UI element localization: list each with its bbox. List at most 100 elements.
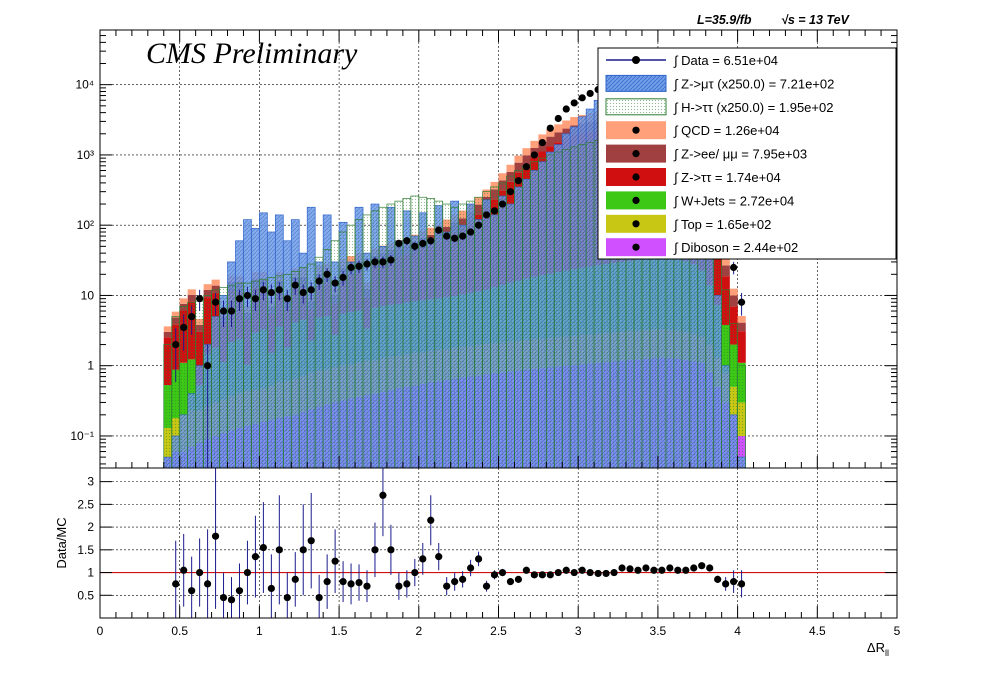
- overlay-bar: [418, 196, 428, 469]
- overlay-bar: [530, 161, 539, 469]
- overlay-bar: [498, 182, 507, 469]
- data-point: [546, 124, 554, 132]
- ratio-point: [283, 593, 291, 602]
- main-y-tick-label: 1: [87, 359, 94, 373]
- overlay-bar: [537, 157, 547, 469]
- x-tick-label: 1: [256, 624, 263, 638]
- ratio-point: [203, 580, 212, 588]
- legend-entry: ∫ QCD = 1.26e+04: [606, 121, 779, 140]
- ratio-point: [180, 566, 188, 574]
- signal-overlays: [163, 76, 746, 469]
- legend-label: ∫ Z->ττ = 1.74e+04: [673, 170, 781, 185]
- overlay-bar: [386, 203, 396, 469]
- ratio-y-tick-label: 0.5: [77, 588, 94, 602]
- ratio-y-tick-label: 1.5: [77, 543, 94, 557]
- ratio-point: [331, 557, 339, 565]
- bar: [737, 315, 746, 323]
- ratio-point: [251, 553, 260, 561]
- data-point: [188, 312, 196, 321]
- x-tick-label: 4.5: [809, 624, 826, 638]
- ratio-point: [690, 564, 698, 572]
- bar: [179, 298, 188, 304]
- bar: [187, 289, 196, 295]
- ratio-point: [323, 578, 331, 586]
- legend-entry: ∫ W+Jets = 2.72e+04: [606, 191, 794, 210]
- ratio-point: [259, 543, 267, 552]
- ratio-point: [714, 575, 722, 583]
- overlay-bar: [458, 203, 467, 469]
- overlay-bar: [522, 165, 531, 469]
- overlay-bar: [243, 282, 252, 469]
- x-axis: 0 0.5 1 1.5 2 2.5 3 3.5 4 4.5 5: [97, 606, 901, 638]
- data-point: [363, 260, 371, 268]
- legend-label: ∫ Z->μτ (x250.0) = 7.21e+02: [673, 76, 834, 91]
- data-point: [530, 151, 538, 159]
- ratio-point: [347, 580, 355, 588]
- bar: [211, 279, 220, 286]
- overlay-bar: [274, 275, 284, 469]
- ratio-point: [474, 555, 483, 563]
- data-point: [387, 256, 395, 264]
- data-point: [307, 286, 315, 294]
- ratio-point: [666, 564, 674, 572]
- bar: [514, 162, 523, 173]
- data-point: [299, 288, 307, 297]
- ratio-y-tick-label: 2.5: [77, 497, 94, 511]
- bar: [546, 136, 555, 147]
- legend-marker-swatch: [632, 56, 640, 64]
- ratio-point: [634, 566, 642, 574]
- x-tick-label: 2: [415, 624, 422, 638]
- bar: [721, 258, 730, 266]
- legend-entry: ∫ Z->ττ = 1.74e+04: [606, 168, 781, 186]
- ratio-point: [196, 568, 204, 577]
- overlay-bar: [490, 186, 499, 469]
- ratio-point: [498, 568, 507, 577]
- ratio-point: [387, 546, 395, 554]
- overlay-bar: [713, 252, 723, 469]
- ratio-point: [443, 582, 451, 590]
- ratio-point: [419, 555, 427, 563]
- lumi-label: L=35.9/fb: [697, 13, 752, 27]
- ratio-point: [506, 578, 515, 586]
- data-point: [474, 221, 483, 229]
- overlay-bar: [482, 191, 491, 469]
- data-point: [275, 286, 283, 294]
- legend-entry: ∫ H->ττ (x250.0) = 1.95e+02: [605, 98, 833, 116]
- ratio-point: [546, 571, 554, 579]
- ratio-point: [411, 568, 419, 577]
- ratio-y-tick-label: 1: [87, 566, 94, 580]
- bar: [163, 326, 172, 332]
- data-point: [427, 237, 435, 245]
- ratio-point: [514, 575, 523, 583]
- data-point: [211, 298, 220, 306]
- overlay-bar: [569, 146, 579, 469]
- data-point: [498, 200, 507, 208]
- data-point: [395, 239, 403, 248]
- overlay-bar: [561, 149, 571, 469]
- ratio-point: [363, 582, 371, 590]
- data-point: [538, 138, 546, 147]
- ratio-point: [730, 578, 738, 586]
- ratio-point: [307, 537, 315, 545]
- ratio-y-tick-label: 2: [87, 520, 94, 534]
- ratio-point: [530, 571, 538, 579]
- data-point: [451, 234, 459, 242]
- bar: [506, 164, 515, 172]
- overlay-bar: [378, 206, 388, 469]
- ratio-point: [594, 569, 602, 578]
- ratio-panel: 0.5 1 1.5 2 2.5 3 0 0.5 1 1.5 2 2.5 3 3.5 4 4.5 5 Data/…: [54, 467, 901, 658]
- legend-entry: ∫ Top = 1.65e+02: [606, 214, 771, 233]
- bar: [554, 132, 563, 143]
- data-point: [730, 263, 738, 272]
- ratio-point: [371, 546, 379, 554]
- data-point: [578, 94, 586, 102]
- ratio-point: [570, 568, 578, 577]
- data-point: [259, 286, 267, 294]
- data-point: [403, 237, 411, 245]
- ratio-point: [467, 564, 475, 572]
- ratio-point: [602, 569, 610, 578]
- legend-hatch-swatch: [605, 74, 667, 92]
- legend-entry: ∫ Z->ee/ μμ = 7.95e+03: [606, 144, 807, 163]
- overlay-bar: [553, 151, 563, 469]
- ratio-point: [674, 566, 682, 574]
